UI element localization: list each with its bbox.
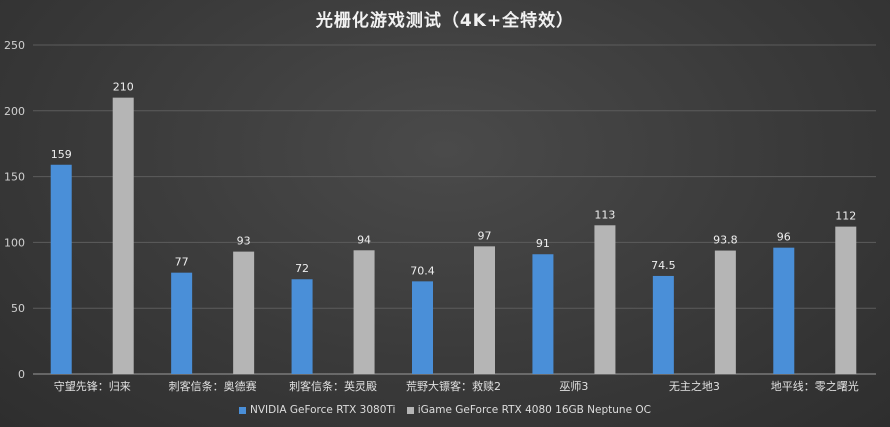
bar-s1-c3: [474, 246, 495, 374]
bar-s1-c2: [353, 250, 375, 374]
x-tick-label-4: 巫师3: [559, 380, 588, 393]
y-tick-label-1: 50: [11, 302, 25, 315]
y-tick-label-5: 250: [4, 39, 25, 52]
bar-s0-c4: [532, 254, 554, 374]
legend-label-0: NVIDIA GeForce RTX 3080Ti: [250, 404, 396, 416]
data-label-s0-c1: 77: [175, 256, 189, 269]
data-label-s1-c0: 210: [113, 81, 134, 94]
data-label-s0-c3: 70.4: [410, 264, 435, 277]
legend-swatch-0: [239, 406, 247, 414]
bar-s0-c6: [773, 247, 795, 374]
bar-s0-c0: [50, 164, 72, 374]
bar-s1-c4: [594, 225, 616, 374]
y-tick-label-2: 100: [4, 236, 25, 249]
legend-label-1: iGame GeForce RTX 4080 16GB Neptune OC: [417, 404, 651, 416]
data-label-s0-c2: 72: [295, 262, 309, 275]
x-tick-label-3: 荒野大镖客：救赎2: [406, 379, 501, 393]
x-tick-label-6: 地平线：零之曙光: [771, 379, 859, 393]
data-label-s0-c5: 74.5: [651, 259, 676, 272]
bar-s1-c0: [112, 97, 134, 374]
chart-title: 光栅化游戏测试（4K+全特效）: [315, 11, 575, 31]
bar-s1-c6: [835, 226, 857, 374]
data-label-s1-c5: 93.8: [713, 234, 738, 247]
bar-s0-c5: [652, 275, 674, 374]
bar-s0-c2: [291, 279, 313, 374]
x-tick-label-2: 刺客信条：英灵殿: [289, 379, 377, 393]
legend: NVIDIA GeForce RTX 3080Ti iGame GeForce …: [0, 404, 890, 417]
legend-item-1: iGame GeForce RTX 4080 16GB Neptune OC: [406, 404, 651, 416]
bar-s1-c1: [233, 251, 255, 374]
data-label-s0-c0: 159: [51, 148, 72, 161]
data-label-s1-c6: 112: [835, 210, 856, 223]
y-tick-label-3: 150: [4, 171, 25, 184]
data-label-s1-c4: 113: [594, 208, 615, 221]
data-label-s1-c2: 94: [357, 233, 371, 246]
bar-s0-c3: [412, 281, 433, 374]
legend-item-0: NVIDIA GeForce RTX 3080Ti: [239, 404, 395, 416]
y-tick-label-0: 0: [18, 368, 25, 381]
x-tick-label-1: 刺客信条：奥德赛: [169, 379, 257, 393]
y-tick-label-4: 200: [4, 105, 25, 118]
bar-s0-c1: [171, 272, 193, 374]
legend-swatch-1: [406, 406, 414, 414]
data-label-s0-c6: 96: [777, 231, 791, 244]
data-label-s1-c3: 97: [478, 229, 492, 242]
x-tick-label-5: 无主之地3: [669, 379, 720, 393]
data-label-s0-c4: 91: [536, 237, 550, 250]
x-tick-label-0: 守望先锋：归来: [54, 379, 131, 393]
data-label-s1-c1: 93: [237, 235, 251, 248]
bar-s1-c5: [714, 250, 736, 374]
